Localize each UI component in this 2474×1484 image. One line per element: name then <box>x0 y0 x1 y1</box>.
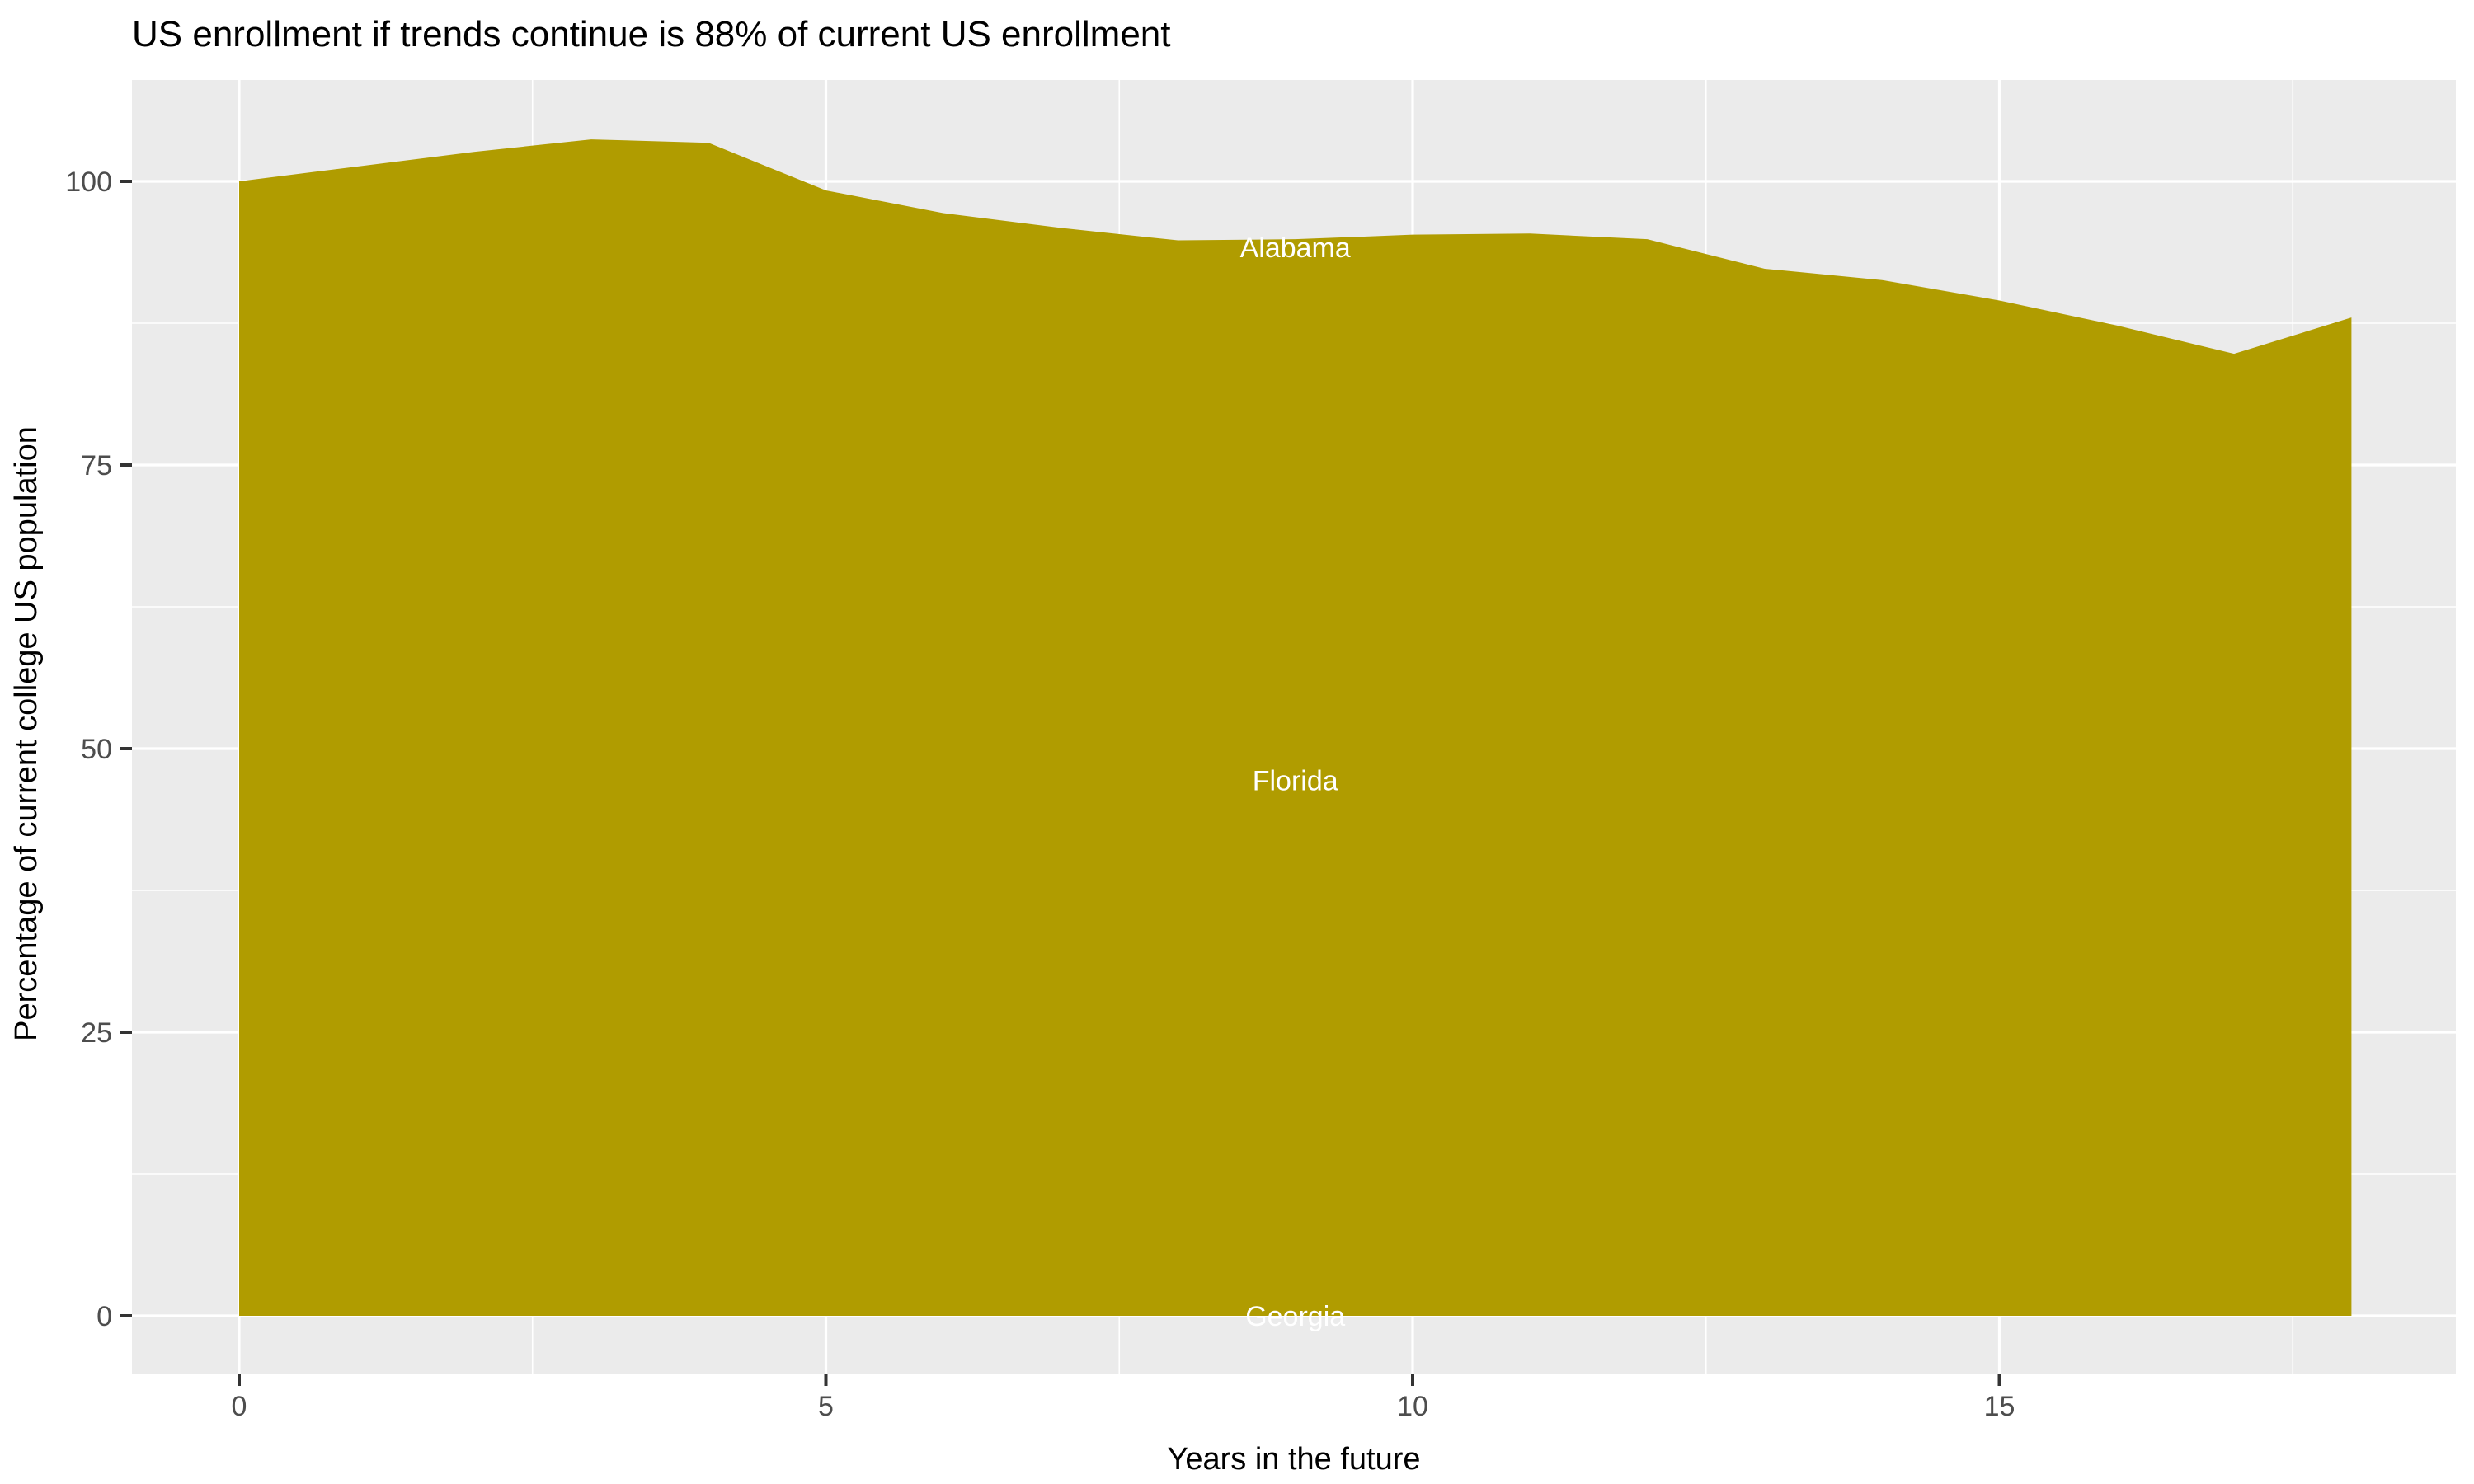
area-series-group <box>239 139 2352 1316</box>
x-tick-label-0: 0 <box>232 1391 247 1422</box>
y-tick-label-25: 25 <box>81 1017 112 1049</box>
x-axis-tick-labels: 0 5 10 15 <box>232 1391 2015 1422</box>
enrollment-area-shape <box>239 139 2352 1316</box>
y-tick-label-75: 75 <box>81 450 112 481</box>
state-label-alabama: Alabama <box>1240 232 1351 264</box>
x-tick-label-5: 5 <box>818 1391 834 1422</box>
y-tick-label-50: 50 <box>81 734 112 765</box>
y-tick-label-0: 0 <box>96 1301 112 1332</box>
y-axis-tick-labels: 0 25 50 75 100 <box>65 167 112 1332</box>
x-axis-title: Years in the future <box>1167 1442 1420 1477</box>
y-axis-title: Percentage of current college US populat… <box>9 426 44 1041</box>
y-tick-label-100: 100 <box>65 167 112 198</box>
state-label-florida: Florida <box>1253 766 1338 797</box>
axis-tick-marks <box>120 180 2001 1386</box>
x-tick-label-10: 10 <box>1397 1391 1428 1422</box>
x-tick-label-15: 15 <box>1984 1391 2015 1422</box>
state-label-georgia: Georgia <box>1245 1301 1345 1332</box>
plot-title: US enrollment if trends continue is 88% … <box>132 14 1170 54</box>
area-state-labels: Alabama Florida Georgia <box>1240 232 1351 1332</box>
